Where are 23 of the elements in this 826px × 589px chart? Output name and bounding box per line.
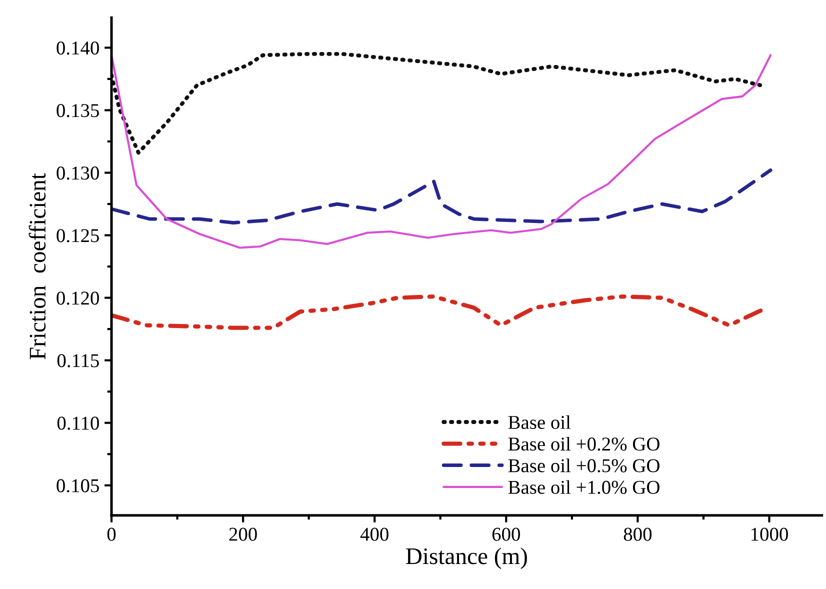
y-tick-label: 0.120 [56,292,99,305]
line-series [112,168,772,224]
y-tick-label: 0.140 [56,42,99,55]
y-tick-label: 0.115 [57,354,99,368]
x-tick-label: 800 [624,528,652,541]
legend-label: Base oil +0.5% GO [508,458,660,472]
legend-label: Base oil +0.2% GO [508,436,660,451]
x-tick-label: 1000 [752,528,788,541]
line-series [112,52,762,155]
y-tick-label: 0.130 [56,166,99,180]
legend-label: Base oil +1.0% GO [508,480,660,494]
line-series [112,54,772,249]
y-tick-label: 0.135 [56,104,99,118]
x-tick-label: 0 [107,528,116,541]
y-tick-label: 0.105 [56,479,99,492]
x-tick-label: 400 [360,528,388,541]
y-tick-label: 0.125 [56,229,99,242]
x-axis-title: Distance (m) [406,548,527,570]
x-tick-label: 600 [492,528,520,541]
y-tick-label: 0.110 [57,416,99,430]
y-axis-title: Friction coefficient [28,173,46,360]
legend-label: Base oil [508,415,571,429]
x-tick-label: 200 [229,528,257,541]
